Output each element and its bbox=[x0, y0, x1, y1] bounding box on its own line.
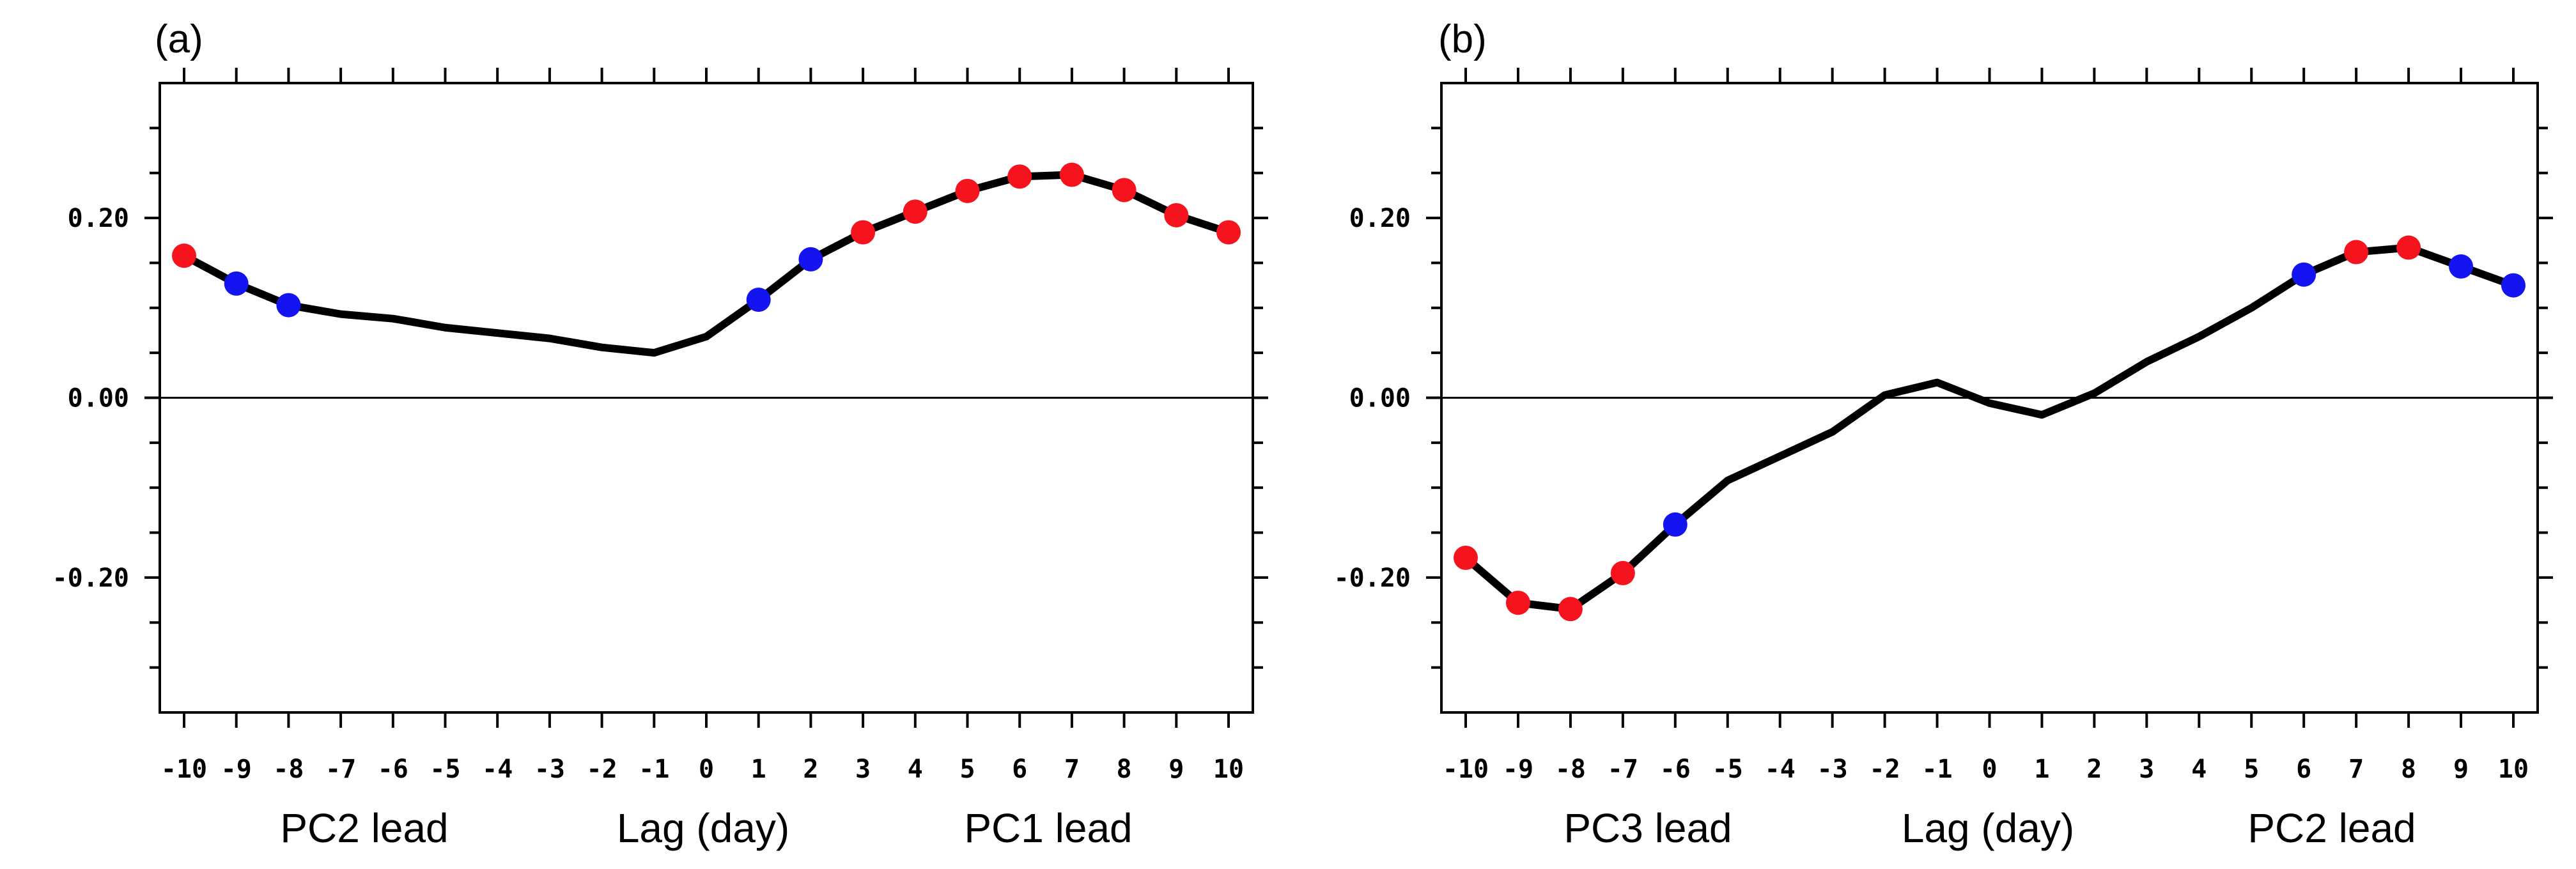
red-marker bbox=[1059, 162, 1084, 187]
x-tick-label: 3 bbox=[855, 755, 871, 784]
y-axis: -0.20 0.00 0.20 bbox=[52, 127, 1268, 669]
y-tick-label: -0.20 bbox=[52, 564, 129, 593]
bottom-label-center-b: Lag (day) bbox=[1902, 805, 2074, 851]
x-tick-label: 9 bbox=[2453, 755, 2469, 784]
panel-a: (a) PC2 lead Lag (day) PC1 lead -10 -9 -8-… bbox=[52, 17, 1268, 851]
red-marker bbox=[1216, 220, 1241, 245]
blue-marker bbox=[798, 247, 823, 272]
series-line bbox=[180, 171, 1232, 357]
red-marker bbox=[2396, 235, 2421, 260]
x-tick-label: -8 bbox=[273, 755, 304, 784]
y-tick-label: -0.20 bbox=[1334, 564, 1411, 593]
x-tick-label: 7 bbox=[1064, 755, 1080, 784]
x-tick-label: 1 bbox=[751, 755, 766, 784]
bottom-label-right-b: PC2 lead bbox=[2247, 805, 2416, 851]
x-tick-label: -9 bbox=[221, 755, 252, 784]
x-tick-label: 10 bbox=[1213, 755, 1244, 784]
y-tick-label: 0.00 bbox=[68, 384, 129, 413]
x-tick-label: -4 bbox=[482, 755, 513, 784]
blue-marker bbox=[2501, 273, 2526, 298]
bottom-label-center-a: Lag (day) bbox=[617, 805, 789, 851]
x-tick-label: -7 bbox=[325, 755, 356, 784]
blue-marker bbox=[2292, 262, 2316, 287]
blue-marker bbox=[746, 288, 771, 312]
y-axis: -0.20 0.00 0.20 bbox=[1334, 127, 2553, 669]
red-marker bbox=[1558, 597, 1583, 622]
x-tick-label: -1 bbox=[1921, 755, 1952, 784]
red-marker bbox=[1007, 164, 1032, 189]
x-tick-label: -10 bbox=[1443, 755, 1489, 784]
x-tick-label: 0 bbox=[699, 755, 714, 784]
red-marker bbox=[2344, 240, 2369, 265]
red-marker bbox=[955, 178, 980, 203]
red-marker bbox=[172, 243, 196, 268]
red-marker bbox=[1505, 590, 1530, 615]
red-marker bbox=[1610, 560, 1635, 585]
x-tick-label: -10 bbox=[161, 755, 207, 784]
blue-marker bbox=[224, 271, 249, 296]
x-tick-label: 3 bbox=[2139, 755, 2154, 784]
blue-marker bbox=[2449, 254, 2474, 279]
panel-label-b: (b) bbox=[1438, 17, 1487, 61]
x-tick-label: -4 bbox=[1765, 755, 1796, 784]
x-tick-label: 8 bbox=[1117, 755, 1132, 784]
x-tick-label: 8 bbox=[2401, 755, 2416, 784]
panel-b: (b) PC3 lead Lag (day) PC2 lead -10 -9 -8-… bbox=[1334, 17, 2553, 851]
x-tick-label: -5 bbox=[430, 755, 460, 784]
x-tick-label: 6 bbox=[1012, 755, 1027, 784]
x-axis: -10 -9 -8 -7 -6 -5 -4 -3 -2 -1 0 1 2 3 4 5 6 7 8 9 10 bbox=[1443, 68, 2529, 784]
x-tick-label: -2 bbox=[587, 755, 617, 784]
x-tick-label: 10 bbox=[2498, 755, 2529, 784]
x-tick-label: -6 bbox=[1660, 755, 1691, 784]
series-line bbox=[1462, 243, 2517, 613]
x-tick-label: -3 bbox=[534, 755, 565, 784]
x-tick-label: -3 bbox=[1817, 755, 1848, 784]
bottom-label-left-b: PC3 lead bbox=[1563, 805, 1732, 851]
x-tick-label: 5 bbox=[959, 755, 975, 784]
red-marker bbox=[903, 199, 927, 224]
x-tick-label: 2 bbox=[803, 755, 818, 784]
x-tick-label: 5 bbox=[2244, 755, 2259, 784]
bottom-label-right-a: PC1 lead bbox=[964, 805, 1132, 851]
y-tick-label: 0.00 bbox=[1349, 384, 1411, 413]
x-tick-label: 7 bbox=[2348, 755, 2364, 784]
y-tick-label: 0.20 bbox=[1349, 204, 1411, 233]
x-tick-label: 4 bbox=[908, 755, 923, 784]
x-tick-label: -6 bbox=[378, 755, 408, 784]
red-marker bbox=[1112, 178, 1137, 203]
x-tick-label: 9 bbox=[1168, 755, 1184, 784]
red-marker bbox=[1164, 203, 1189, 227]
x-tick-label: 4 bbox=[2191, 755, 2207, 784]
x-tick-label: 6 bbox=[2296, 755, 2311, 784]
x-tick-label: -9 bbox=[1503, 755, 1533, 784]
x-tick-label: -5 bbox=[1712, 755, 1743, 784]
blue-marker bbox=[1663, 512, 1688, 537]
red-marker bbox=[1454, 545, 1478, 570]
y-tick-label: 0.20 bbox=[68, 204, 129, 233]
x-tick-label: 1 bbox=[2034, 755, 2049, 784]
blue-marker bbox=[276, 293, 301, 318]
panel-label-a: (a) bbox=[155, 17, 203, 61]
x-tick-label: 0 bbox=[1982, 755, 1997, 784]
x-tick-label: -7 bbox=[1608, 755, 1638, 784]
x-tick-label: 2 bbox=[2086, 755, 2102, 784]
x-tick-label: -8 bbox=[1555, 755, 1586, 784]
bottom-label-left-a: PC2 lead bbox=[280, 805, 448, 851]
red-marker bbox=[851, 220, 876, 245]
x-axis: -10 -9 -8 -7 -6 -5 -4 -3 -2 -1 0 1 2 3 4 5 6 7 8 9 10 bbox=[161, 68, 1244, 784]
x-tick-label: -1 bbox=[639, 755, 669, 784]
x-tick-label: -2 bbox=[1870, 755, 1900, 784]
